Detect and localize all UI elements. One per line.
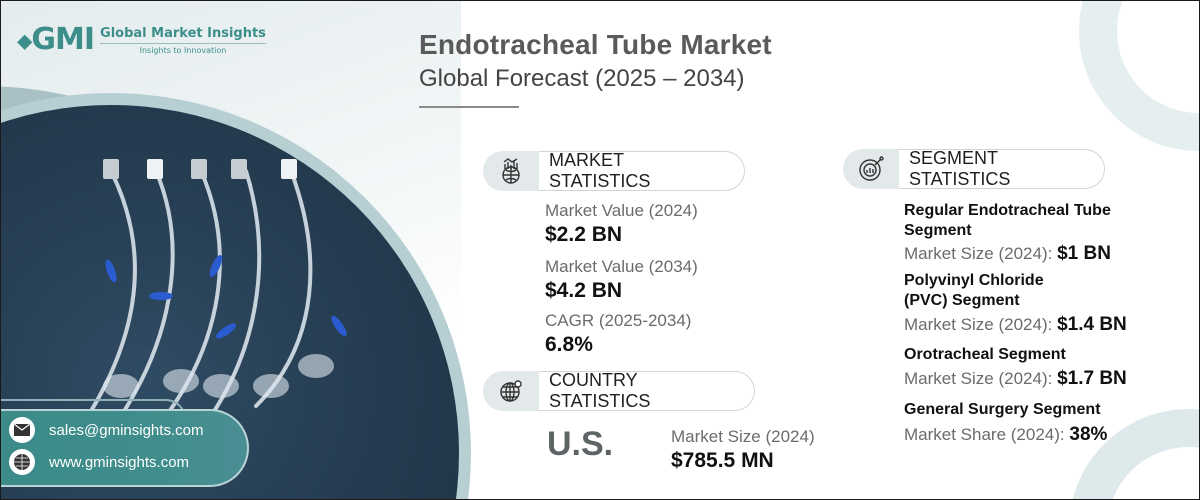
country-market-size-label: Market Size (2024) [671, 427, 815, 446]
envelope-icon [9, 417, 35, 443]
gmi-logo: ◆GMI Global Market Insights Insights to … [17, 25, 266, 55]
country-statistics-heading: COUNTRY STATISTICS [539, 370, 755, 411]
contact-email[interactable]: sales@gminsights.com [49, 421, 204, 439]
endotracheal-tubes-image [89, 159, 347, 418]
decorative-ring-bottom [1069, 409, 1199, 499]
cagr-label: CAGR (2025-2034) [545, 311, 692, 330]
country-name: U.S. [547, 425, 614, 463]
market-statistics-heading: MARKET STATISTICS [539, 150, 745, 191]
segment-regular-title: Regular Endotracheal Tube Segment [904, 202, 1111, 239]
country-statistics-header: COUNTRY STATISTICS [483, 370, 755, 411]
country-market-size-value: $785.5 MN [671, 449, 774, 472]
segment-pvc-stat: Market Size (2024): $1.4 BN [904, 314, 1127, 335]
contact-website[interactable]: www.gminsights.com [49, 453, 190, 471]
segment-orotracheal-title: Orotracheal Segment [904, 346, 1066, 363]
segment-statistics-heading: SEGMENT STATISTICS [899, 148, 1105, 189]
market-value-2034: $4.2 BN [545, 279, 623, 302]
segment-general-surgery-title: General Surgery Segment [904, 401, 1101, 418]
market-value-2024: $2.2 BN [545, 223, 623, 246]
segment-regular-stat: Market Size (2024): $1 BN [904, 243, 1111, 264]
cagr-value: 6.8% [545, 333, 593, 356]
segment-statistics-header: SEGMENT STATISTICS [843, 148, 1105, 189]
contact-panel: sales@gminsights.com www.gminsights.com [1, 409, 249, 487]
contact-email-row[interactable]: sales@gminsights.com [9, 417, 203, 443]
decorative-ring-top [1079, 1, 1199, 151]
globe-pin-icon [483, 371, 539, 411]
market-value-2024-label: Market Value (2024) [545, 201, 698, 220]
logo-mark: ◆GMI [17, 22, 95, 57]
market-value-2034-label: Market Value (2034) [545, 257, 698, 276]
segment-orotracheal-stat: Market Size (2024): $1.7 BN [904, 368, 1127, 389]
brand-tagline: Insights to Innovation [139, 45, 227, 55]
brand-name: Global Market Insights [100, 26, 266, 44]
contact-website-row[interactable]: www.gminsights.com [9, 449, 189, 475]
market-statistics-header: MARKET STATISTICS [483, 150, 745, 191]
globe-chart-icon [483, 151, 539, 191]
diamond-icon: ◆ [17, 28, 32, 53]
page-subtitle: Global Forecast (2025 – 2034) [419, 65, 745, 92]
page-title: Endotracheal Tube Market [419, 29, 772, 60]
segment-general-surgery-stat: Market Share (2024): 38% [904, 424, 1108, 445]
segment-pvc-title: Polyvinyl Chloride (PVC) Segment [904, 272, 1044, 309]
title-divider [419, 106, 519, 108]
target-chart-icon [843, 149, 899, 189]
globe-icon [9, 449, 35, 475]
